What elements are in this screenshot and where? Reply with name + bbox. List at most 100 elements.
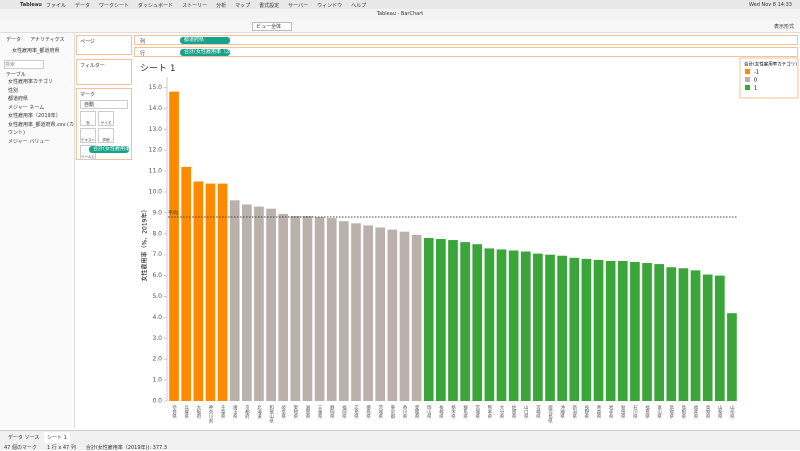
mark-button[interactable]: サイズ (98, 111, 114, 126)
status-text: 合計(女性雇用率（2019年)): 377.3 (85, 445, 167, 451)
bar (533, 253, 543, 401)
x-tick-label: 京都府 (244, 404, 249, 420)
color-pill[interactable]: 合計(女性雇用率... (89, 146, 129, 153)
status-text: 1 行 x 47 列 (46, 445, 76, 451)
field[interactable]: 性別 (8, 87, 19, 94)
menu-item[interactable]: サーバー (288, 3, 309, 9)
x-tick-label: 愛知県 (293, 404, 298, 420)
view-select[interactable]: ビュー全体 (252, 22, 293, 31)
x-tick-label: 静岡県 (329, 404, 334, 420)
shelf-label: 行 (140, 51, 146, 57)
bar (617, 260, 628, 401)
menu-item[interactable]: ファイル (46, 3, 67, 9)
x-tick-label: 千葉県 (220, 404, 225, 420)
bar (266, 208, 276, 401)
x-tick-label: 香川県 (402, 404, 407, 420)
x-tick-label: 福井県 (693, 404, 698, 420)
field[interactable]: メジャー ネーム (8, 104, 45, 111)
tab[interactable]: シート 1 (44, 432, 70, 443)
legend-swatch (745, 77, 750, 82)
menu-item[interactable]: マップ (235, 3, 251, 9)
menu-item[interactable]: 書式設定 (259, 3, 280, 9)
x-tick-label: 岩手県 (608, 404, 613, 420)
bar (169, 91, 179, 401)
field[interactable]: 女性雇用率カテゴリ (8, 79, 54, 85)
bar (557, 255, 567, 401)
bar (326, 218, 337, 401)
bar (545, 254, 555, 401)
bar (702, 274, 713, 401)
x-tick-label: 茨城県 (378, 404, 383, 420)
bar (290, 216, 301, 401)
x-tick-label: 山口県 (523, 404, 528, 420)
x-tick-label: 兵庫県 (184, 404, 189, 420)
y-tick-label: 2.0 (152, 356, 162, 363)
bar (460, 242, 470, 401)
menu-item[interactable]: ストーリー (182, 3, 208, 9)
mark-button[interactable]: 色 (80, 111, 96, 126)
legend-title: 合計(女性雇用率カテゴリ) (744, 61, 797, 68)
y-tick-label: 4.0 (152, 314, 162, 321)
bar (593, 259, 604, 401)
bar (314, 217, 325, 401)
x-tick-label: 福岡県 (341, 404, 346, 420)
menu-item[interactable]: ヘルプ (351, 3, 367, 9)
status-text: 47 個のマーク (4, 445, 37, 451)
x-tick-label: 栃木県 (451, 404, 456, 420)
menu-item[interactable]: 分析 (216, 3, 227, 9)
bar (714, 275, 725, 401)
data-source[interactable]: 女性雇用率_都道府県 (12, 48, 60, 54)
y-tick-label: 13.0 (149, 126, 163, 133)
tab[interactable]: データ (6, 37, 22, 43)
x-tick-label: 秋田県 (620, 404, 625, 420)
rows-shelf: 行 合計(女性雇用率（201... (134, 47, 798, 57)
show-me[interactable]: 表示形式 (773, 24, 794, 30)
bar (690, 270, 701, 401)
marks-card: マーク 自動 色サイズテキスト詳細ツールヒント 合計(女性雇用率... (76, 88, 132, 160)
menu-item[interactable]: ダッシュボード (138, 3, 174, 9)
x-tick-label: 広島県 (353, 404, 358, 420)
x-tick-label: 埼玉県 (232, 404, 237, 420)
x-tick-label: 富山県 (657, 404, 662, 420)
y-tick-label: 11.0 (149, 168, 163, 175)
bar (569, 257, 580, 401)
legend-label: 1 (754, 86, 757, 92)
bar (630, 261, 640, 401)
y-tick-label: 3.0 (152, 335, 162, 342)
bar (205, 183, 216, 401)
tab[interactable]: アナリティクス (30, 37, 65, 43)
clock: Wed Nov 8 14:33 (748, 2, 792, 8)
x-tick-label: 大分県 (499, 404, 504, 420)
tables-label: テーブル (6, 72, 26, 78)
field[interactable]: 女性雇用率（2019年） (8, 113, 61, 119)
menu-item[interactable]: ウィンドウ (317, 3, 343, 9)
field[interactable]: メジャー バリュー (8, 138, 50, 145)
x-tick-label: 北海道 (256, 404, 261, 420)
mark-button[interactable]: 詳細 (98, 128, 114, 143)
x-tick-label: 大阪府 (196, 404, 201, 420)
bar (241, 204, 252, 401)
menu-item[interactable]: ワークシート (99, 3, 130, 9)
field[interactable]: 女性雇用率_都道府県.csv (カウント) (8, 121, 74, 137)
y-tick-label: 7.0 (152, 251, 162, 258)
bar (193, 181, 204, 401)
tab[interactable]: データ ソース (8, 435, 40, 441)
bar (217, 183, 228, 401)
x-tick-label: 島根県 (681, 404, 686, 420)
menu-item[interactable]: データ (75, 3, 91, 9)
pill[interactable]: 都道府県 (180, 37, 230, 44)
y-tick-label: 5.0 (152, 293, 162, 300)
app-name[interactable]: Tableau (20, 2, 42, 8)
mark-type[interactable]: 自動 (80, 100, 128, 109)
bar (605, 260, 616, 401)
x-tick-label: 東京都 (390, 404, 395, 420)
search[interactable]: 検索 (4, 60, 44, 69)
bar (666, 267, 677, 401)
pill[interactable]: 合計(女性雇用率（201... (180, 49, 230, 56)
mark-button[interactable]: テキスト (80, 128, 96, 143)
window-title: Tableau - BarChart (376, 11, 424, 17)
field[interactable]: 都道府県 (8, 96, 29, 102)
menu-bar: Tableau ファイル データ ワークシート ダッシュボード ストーリー 分析 マップ 書式… (0, 0, 800, 9)
bar (484, 248, 495, 401)
